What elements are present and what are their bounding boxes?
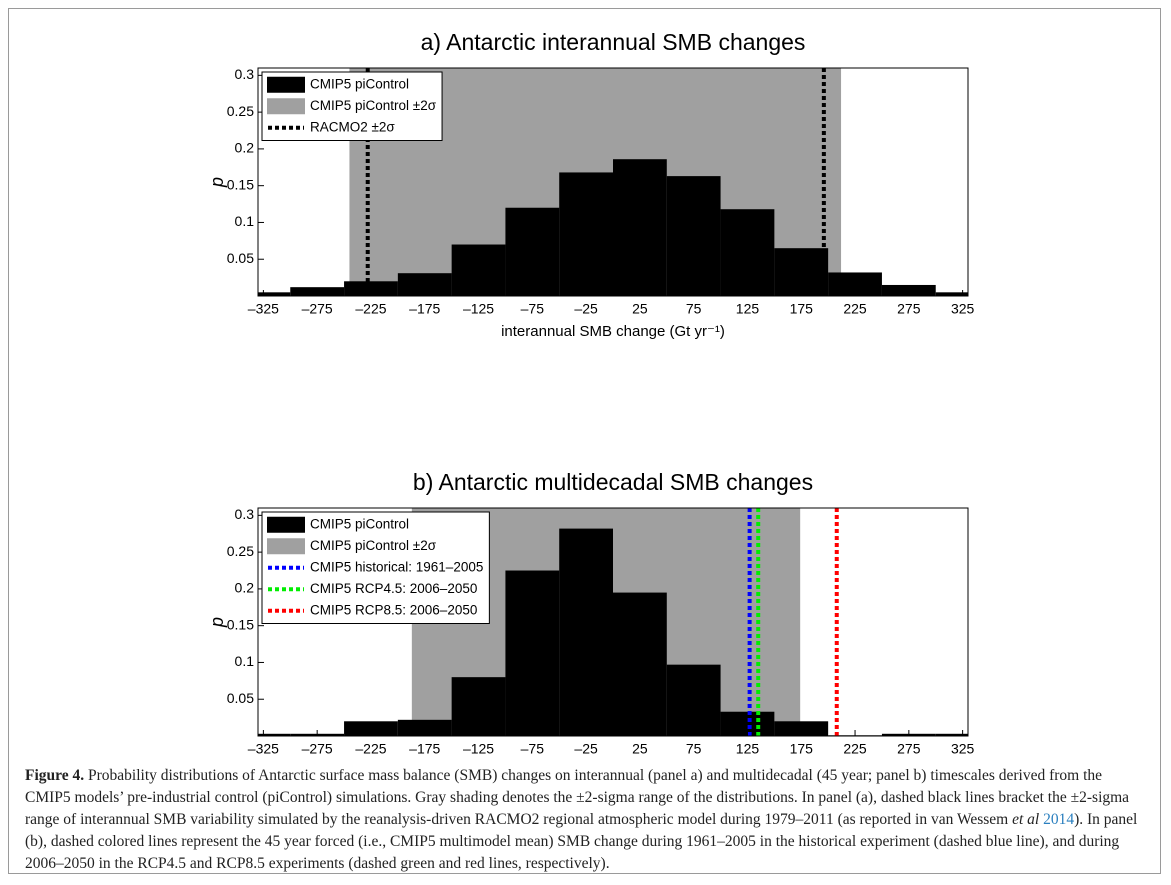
- x-tick-label: –225: [355, 301, 386, 317]
- x-tick-label: 175: [790, 741, 814, 757]
- legend-swatch: [267, 516, 305, 533]
- legend: CMIP5 piControl CMIP5 piControl ±2σ RACMO2…: [261, 71, 443, 141]
- y-axis-label: p: [207, 177, 227, 188]
- x-tick-label: 325: [951, 301, 975, 317]
- histogram-bar: [613, 592, 667, 736]
- histogram-bar: [666, 176, 721, 296]
- x-tick-label: 75: [686, 741, 702, 757]
- x-tick-label: 275: [897, 301, 921, 317]
- chart-title: b) Antarctic multidecadal SMB changes: [413, 469, 813, 495]
- histogram-bar: [774, 721, 829, 736]
- caption-link[interactable]: 2014: [1043, 811, 1075, 828]
- caption-label: Figure 4.: [25, 767, 85, 784]
- histogram-bar: [559, 528, 613, 736]
- legend-label: CMIP5 piControl ±2σ: [310, 98, 437, 113]
- legend-swatch: [267, 76, 305, 93]
- histogram-bar: [258, 733, 291, 736]
- x-tick-label: –125: [463, 301, 494, 317]
- x-tick-label: 125: [736, 741, 760, 757]
- legend: CMIP5 piControl CMIP5 piControl ±2σ CMIP5 …: [261, 511, 490, 624]
- histogram-bar: [666, 664, 721, 736]
- y-tick-label: 0.3: [235, 506, 255, 522]
- figure-frame: [8, 8, 1161, 874]
- y-tick-label: 0.25: [227, 543, 254, 559]
- y-tick-label: 0.15: [227, 176, 254, 192]
- y-tick-label: 0.2: [235, 140, 255, 156]
- histogram-bar: [720, 209, 775, 296]
- legend-label: CMIP5 RCP4.5: 2006–2050: [310, 581, 477, 596]
- histogram-bar: [505, 570, 560, 736]
- histogram-bar: [344, 281, 398, 296]
- caption-italic: et al: [1012, 811, 1040, 828]
- x-tick-label: –125: [463, 741, 494, 757]
- histogram-bar: [397, 273, 452, 296]
- y-tick-label: 0.25: [227, 103, 254, 119]
- histogram-bar: [828, 272, 882, 296]
- histogram-bar: [451, 677, 506, 736]
- caption-text: ). In panel (b), dashed colored lines re…: [25, 811, 1138, 872]
- legend-swatch: [267, 538, 305, 555]
- histogram-bar: [774, 248, 829, 296]
- y-tick-label: 0.3: [235, 66, 255, 82]
- caption-text: Probability distributions of Antarctic s…: [25, 767, 1130, 828]
- histogram-bar: [397, 719, 452, 736]
- x-tick-label: 175: [790, 301, 814, 317]
- histogram-bar: [505, 207, 560, 296]
- legend-label: CMIP5 piControl: [310, 76, 409, 91]
- y-tick-label: 0.05: [227, 690, 254, 706]
- legend-swatch: [267, 98, 305, 115]
- legend-label: CMIP5 piControl: [310, 516, 409, 531]
- x-tick-label: –275: [302, 301, 333, 317]
- x-tick-label: –75: [521, 301, 545, 317]
- caption: Figure 4. Probability distributions of A…: [25, 765, 1145, 875]
- x-tick-label: 25: [632, 301, 648, 317]
- plot-area: [258, 68, 968, 296]
- x-tick-label: –75: [521, 741, 545, 757]
- histogram-bar: [451, 244, 506, 296]
- x-tick-label: 225: [843, 301, 867, 317]
- x-tick-label: –225: [355, 741, 386, 757]
- x-tick-label: –325: [248, 301, 279, 317]
- y-tick-label: 0.1: [235, 653, 255, 669]
- histogram-bar: [559, 172, 613, 296]
- histogram-bar: [935, 292, 968, 296]
- x-axis-label: interannual SMB change (Gt yr⁻¹): [501, 323, 725, 340]
- y-tick-label: 0.05: [227, 250, 254, 266]
- chart: a) Antarctic interannual SMB changes –325…: [207, 29, 975, 757]
- x-tick-label: –175: [409, 301, 440, 317]
- histogram-bar: [613, 159, 667, 296]
- x-tick-label: –325: [248, 741, 279, 757]
- axes-box: [257, 507, 969, 737]
- legend-label: RACMO2 ±2σ: [310, 119, 395, 134]
- axes-box: [257, 67, 969, 297]
- x-tick-label: 75: [686, 301, 702, 317]
- y-tick-label: 0.15: [227, 616, 254, 632]
- y-axis-label: p: [207, 617, 227, 628]
- x-tick-label: 325: [951, 741, 975, 757]
- legend-label: CMIP5 historical: 1961–2005: [310, 559, 483, 574]
- x-tick-label: –25: [574, 301, 598, 317]
- x-tick-label: 225: [843, 741, 867, 757]
- x-tick-label: 125: [736, 301, 760, 317]
- histogram-bar: [935, 733, 968, 736]
- legend-label: CMIP5 piControl ±2σ: [310, 538, 437, 553]
- histogram-bar: [344, 721, 398, 736]
- x-tick-label: –25: [574, 741, 598, 757]
- y-tick-label: 0.2: [235, 580, 255, 596]
- y-tick-label: 0.1: [235, 213, 255, 229]
- x-tick-label: 275: [897, 741, 921, 757]
- x-tick-label: 25: [632, 741, 648, 757]
- x-tick-label: –175: [409, 741, 440, 757]
- x-tick-label: –275: [302, 741, 333, 757]
- legend-label: CMIP5 RCP8.5: 2006–2050: [310, 602, 477, 617]
- chart-title: a) Antarctic interannual SMB changes: [421, 29, 806, 55]
- histogram-bar: [258, 292, 291, 296]
